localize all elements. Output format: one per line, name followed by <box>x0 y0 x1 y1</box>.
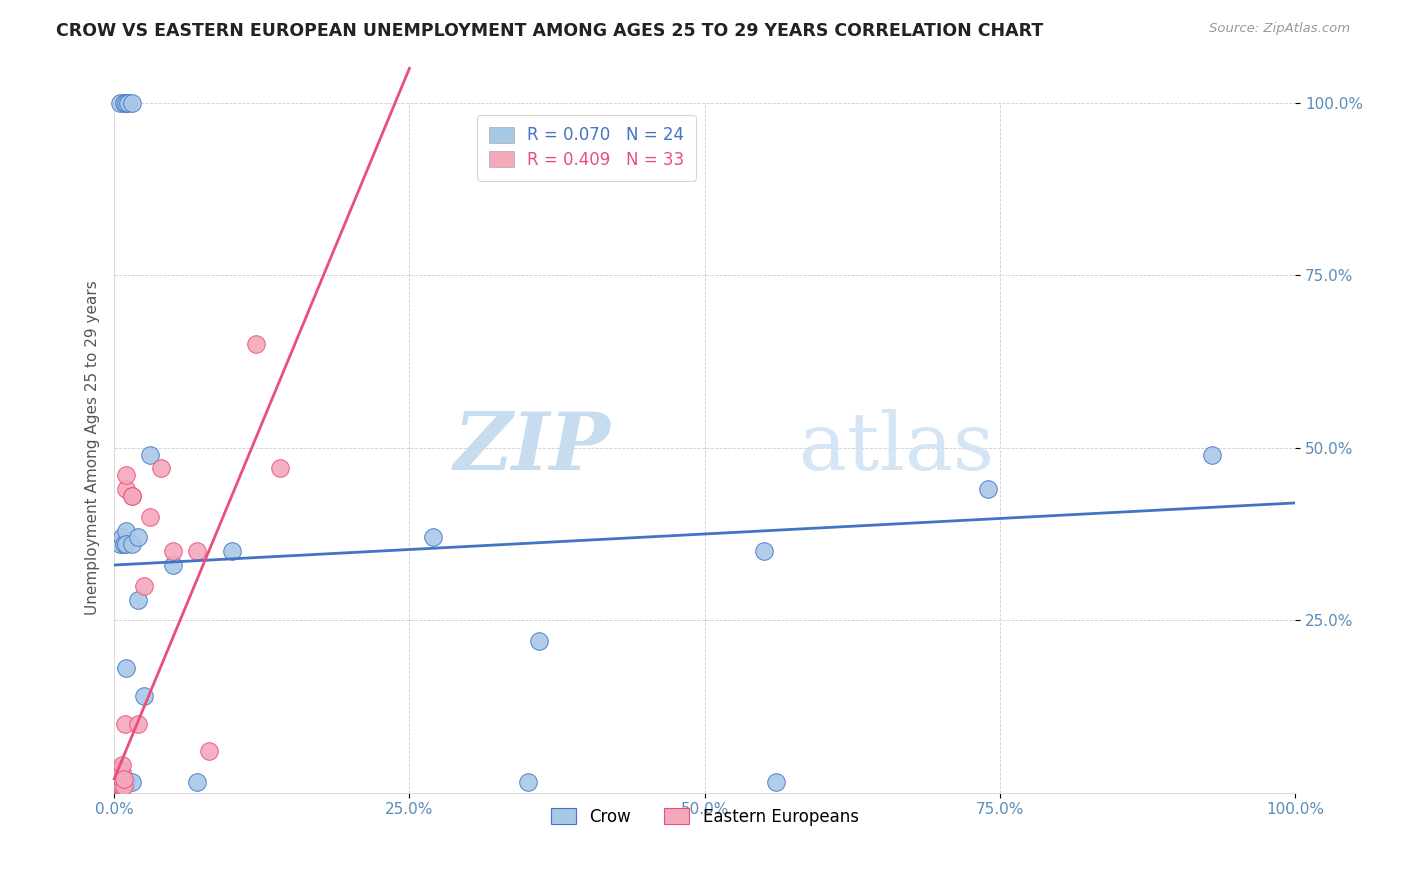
Point <box>110 775 132 789</box>
Point <box>127 592 149 607</box>
Point <box>422 531 444 545</box>
Point <box>245 337 267 351</box>
Point <box>108 772 131 786</box>
Point <box>197 744 219 758</box>
Point <box>108 779 131 793</box>
Point <box>977 482 1000 496</box>
Point <box>111 758 134 772</box>
Point <box>115 482 138 496</box>
Point <box>150 461 173 475</box>
Point <box>115 537 138 551</box>
Point <box>108 764 131 779</box>
Point <box>107 779 129 793</box>
Point <box>1201 448 1223 462</box>
Point <box>221 544 243 558</box>
Point <box>112 779 135 793</box>
Point <box>127 531 149 545</box>
Point <box>107 775 129 789</box>
Point <box>516 775 538 789</box>
Text: ZIP: ZIP <box>453 409 610 486</box>
Point <box>108 779 131 793</box>
Point <box>127 716 149 731</box>
Point <box>186 775 208 789</box>
Point <box>112 95 135 110</box>
Point <box>112 772 135 786</box>
Text: Source: ZipAtlas.com: Source: ZipAtlas.com <box>1209 22 1350 36</box>
Point <box>162 544 184 558</box>
Point <box>108 95 131 110</box>
Point <box>132 689 155 703</box>
Point <box>115 661 138 675</box>
Point <box>138 509 160 524</box>
Text: atlas: atlas <box>799 409 994 487</box>
Point <box>115 524 138 538</box>
Point <box>752 544 775 558</box>
Point <box>112 537 135 551</box>
Legend: Crow, Eastern Europeans: Crow, Eastern Europeans <box>544 801 865 832</box>
Point <box>121 489 143 503</box>
Point <box>111 779 134 793</box>
Point <box>110 772 132 786</box>
Point <box>138 448 160 462</box>
Point <box>765 775 787 789</box>
Point <box>186 544 208 558</box>
Point <box>529 633 551 648</box>
Point <box>108 772 131 786</box>
Y-axis label: Unemployment Among Ages 25 to 29 years: Unemployment Among Ages 25 to 29 years <box>86 280 100 615</box>
Point <box>162 558 184 572</box>
Point <box>121 537 143 551</box>
Point <box>132 579 155 593</box>
Point <box>269 461 291 475</box>
Point <box>110 779 132 793</box>
Point <box>105 779 128 793</box>
Point <box>111 764 134 779</box>
Point <box>108 775 131 789</box>
Point <box>108 762 131 776</box>
Point <box>115 775 138 789</box>
Point <box>117 95 139 110</box>
Point <box>121 775 143 789</box>
Point <box>111 772 134 786</box>
Point <box>111 531 134 545</box>
Point <box>108 775 131 789</box>
Point <box>121 489 143 503</box>
Point <box>114 716 136 731</box>
Point <box>115 95 138 110</box>
Text: CROW VS EASTERN EUROPEAN UNEMPLOYMENT AMONG AGES 25 TO 29 YEARS CORRELATION CHAR: CROW VS EASTERN EUROPEAN UNEMPLOYMENT AM… <box>56 22 1043 40</box>
Point <box>108 537 131 551</box>
Point <box>115 468 138 483</box>
Point <box>121 95 143 110</box>
